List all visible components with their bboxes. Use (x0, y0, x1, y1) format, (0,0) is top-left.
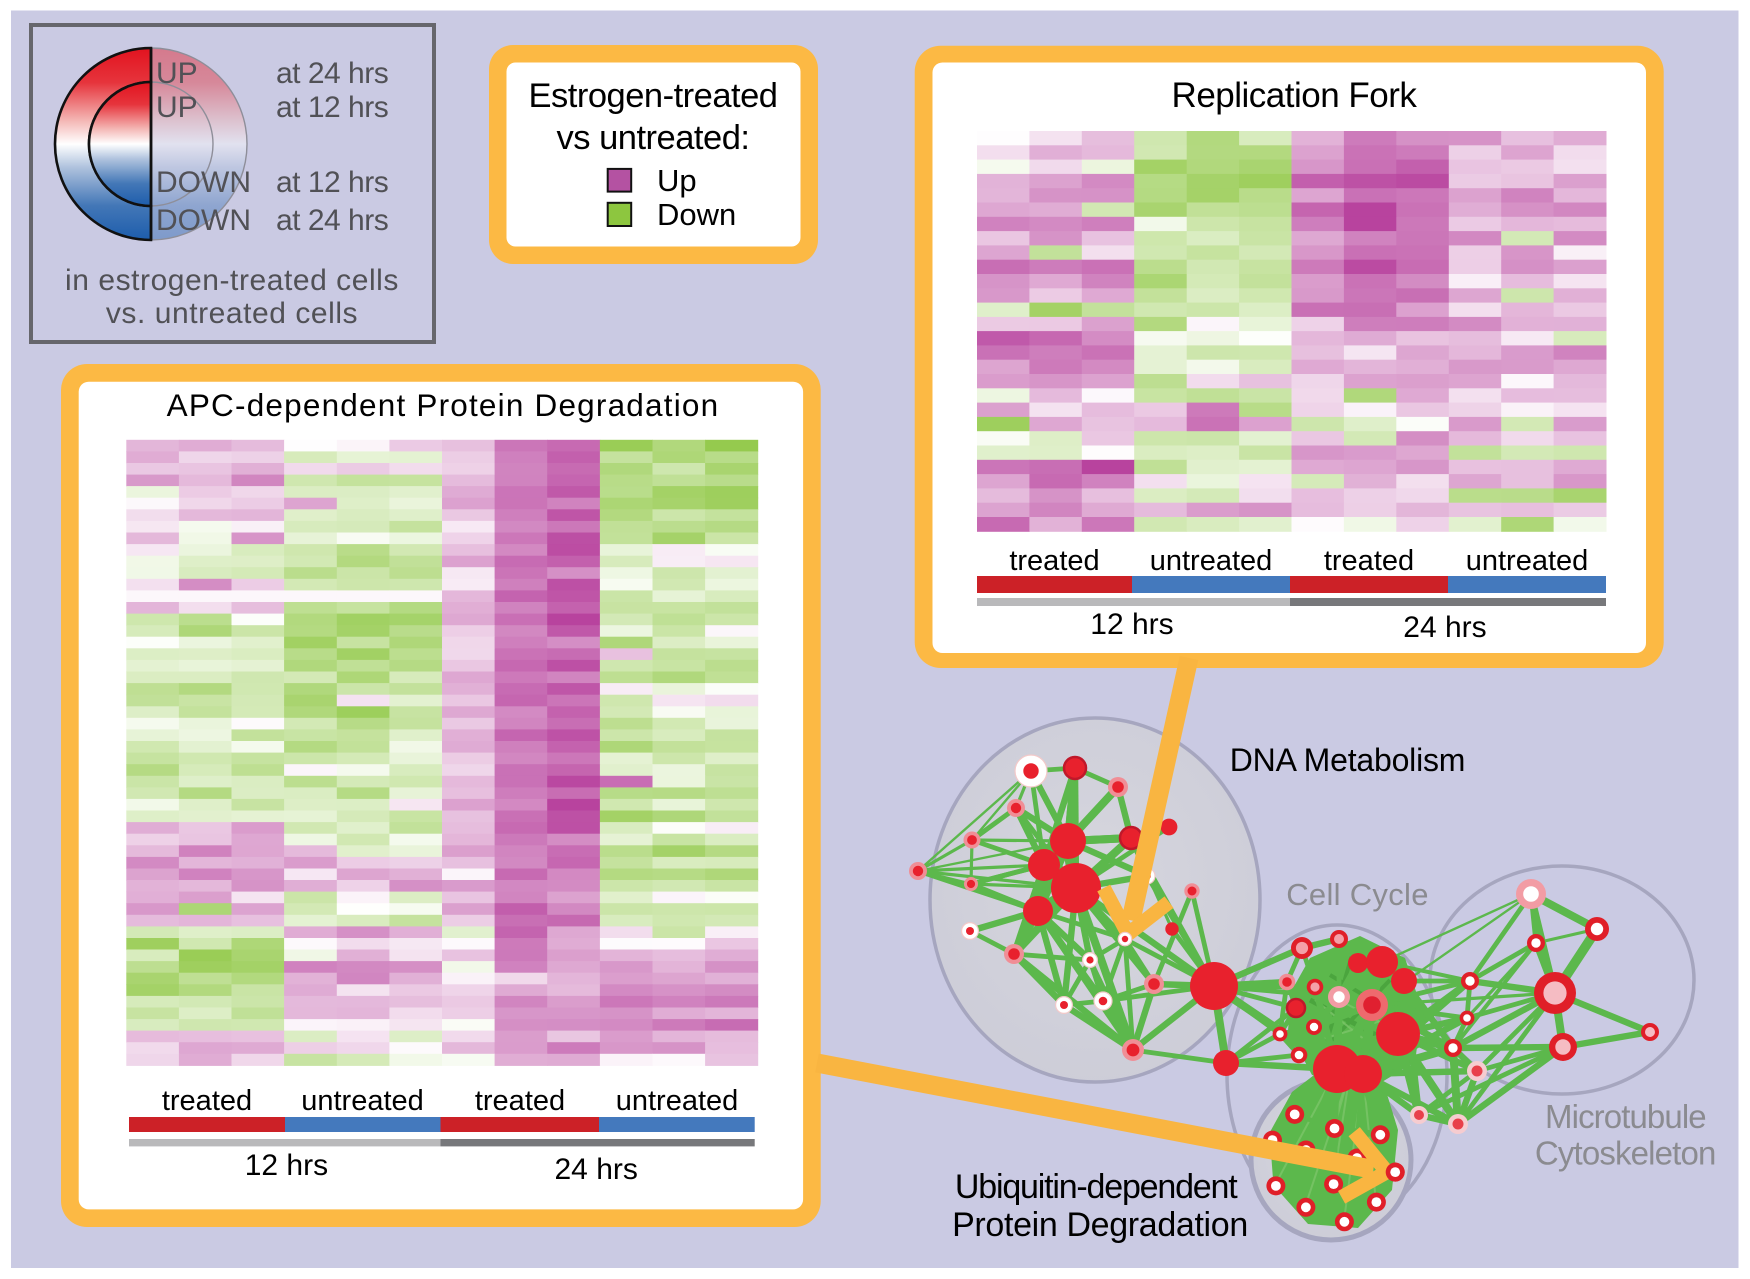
svg-text:24 hrs: 24 hrs (1403, 611, 1486, 644)
svg-text:DNA Metabolism: DNA Metabolism (1230, 742, 1466, 778)
svg-text:DOWN: DOWN (156, 166, 251, 199)
svg-text:UP: UP (156, 91, 198, 124)
svg-text:untreated: untreated (1466, 545, 1589, 577)
svg-text:vs. untreated cells: vs. untreated cells (106, 297, 358, 330)
svg-text:Microtubule: Microtubule (1545, 1098, 1706, 1135)
svg-text:Estrogen-treated: Estrogen-treated (529, 77, 778, 115)
svg-text:in estrogen-treated cells: in estrogen-treated cells (65, 264, 399, 297)
svg-text:Cell Cycle: Cell Cycle (1286, 877, 1429, 912)
svg-text:treated: treated (475, 1085, 565, 1117)
svg-text:24 hrs: 24 hrs (555, 1153, 638, 1186)
svg-text:Replication Fork: Replication Fork (1172, 76, 1418, 115)
svg-text:Protein Degradation: Protein Degradation (952, 1206, 1248, 1244)
svg-text:at 24 hrs: at 24 hrs (276, 204, 388, 237)
svg-text:untreated: untreated (1150, 545, 1273, 577)
svg-text:Up: Up (657, 163, 697, 198)
svg-text:vs untreated:: vs untreated: (557, 119, 750, 157)
svg-text:treated: treated (1324, 545, 1414, 577)
svg-text:Ubiquitin-dependent: Ubiquitin-dependent (955, 1168, 1238, 1206)
svg-text:UP: UP (156, 57, 198, 90)
svg-text:untreated: untreated (301, 1085, 424, 1117)
svg-text:treated: treated (1009, 545, 1099, 577)
svg-text:treated: treated (162, 1085, 252, 1117)
svg-text:Down: Down (657, 197, 736, 232)
svg-text:at 24 hrs: at 24 hrs (276, 57, 388, 90)
svg-text:12 hrs: 12 hrs (245, 1149, 328, 1182)
svg-text:Cytoskeleton: Cytoskeleton (1535, 1135, 1716, 1172)
svg-text:at 12 hrs: at 12 hrs (276, 91, 388, 124)
svg-text:APC-dependent Protein Degradat: APC-dependent Protein Degradation (167, 387, 720, 423)
svg-text:12 hrs: 12 hrs (1090, 608, 1173, 641)
svg-text:DOWN: DOWN (156, 204, 251, 237)
svg-text:at 12 hrs: at 12 hrs (276, 166, 388, 199)
svg-text:untreated: untreated (616, 1085, 739, 1117)
